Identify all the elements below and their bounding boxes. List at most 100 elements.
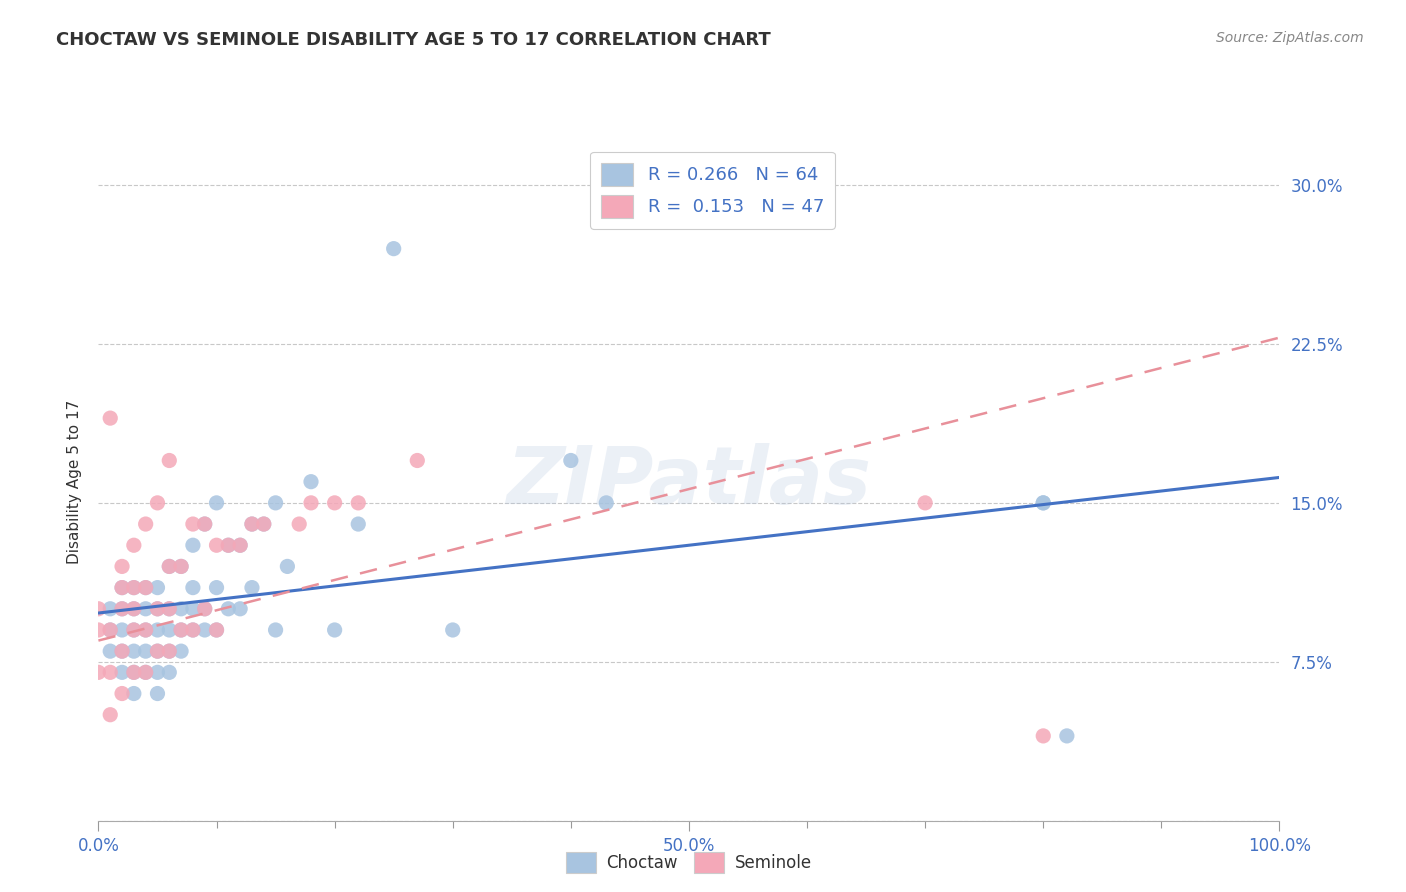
Point [146,496,169,510]
Point [111,644,134,658]
Point [111,687,134,701]
Point [98,411,121,425]
Point [194,602,217,616]
Point [135,665,157,680]
Point [194,623,217,637]
Text: ZIPatlas: ZIPatlas [506,442,872,521]
Point [299,496,322,510]
Point [253,517,276,532]
Point [111,602,134,616]
Point [146,581,169,595]
Point [157,665,180,680]
Point [170,559,193,574]
Point [205,623,228,637]
Point [194,602,217,616]
Point [122,687,145,701]
Point [170,559,193,574]
Point [229,538,252,552]
Point [264,623,287,637]
Point [146,665,169,680]
Point [217,538,239,552]
Point [1032,729,1054,743]
Point [122,623,145,637]
Point [560,453,582,467]
Point [146,687,169,701]
Point [135,517,157,532]
Point [111,623,134,637]
Point [170,602,193,616]
Point [111,602,134,616]
Point [111,644,134,658]
Point [122,623,145,637]
Point [135,581,157,595]
Point [240,517,263,532]
Point [181,623,204,637]
Text: CHOCTAW VS SEMINOLE DISABILITY AGE 5 TO 17 CORRELATION CHART: CHOCTAW VS SEMINOLE DISABILITY AGE 5 TO … [56,31,770,49]
Point [157,644,180,658]
Point [229,538,252,552]
Point [347,496,370,510]
Point [157,644,180,658]
Point [323,496,346,510]
Point [135,602,157,616]
Point [181,581,204,595]
Point [347,517,370,532]
Point [181,602,204,616]
Point [406,453,429,467]
Point [253,517,276,532]
Point [229,602,252,616]
Point [157,602,180,616]
Point [98,707,121,722]
Point [1032,496,1054,510]
Point [135,665,157,680]
Point [98,623,121,637]
Point [441,623,464,637]
Point [157,602,180,616]
Point [1032,496,1054,510]
Point [146,602,169,616]
Point [288,517,311,532]
Point [323,623,346,637]
Point [299,475,322,489]
Point [146,644,169,658]
Point [914,496,936,510]
Point [98,644,121,658]
Point [122,581,145,595]
Point [146,644,169,658]
Text: Source: ZipAtlas.com: Source: ZipAtlas.com [1216,31,1364,45]
Point [122,538,145,552]
Point [122,665,145,680]
Point [146,623,169,637]
Point [205,581,228,595]
Point [205,496,228,510]
Point [135,581,157,595]
Point [111,581,134,595]
Point [181,623,204,637]
Point [146,602,169,616]
Point [87,623,110,637]
Point [170,623,193,637]
Point [98,602,121,616]
Point [217,538,239,552]
Point [122,644,145,658]
Point [157,559,180,574]
Point [135,644,157,658]
Point [135,623,157,637]
Point [122,581,145,595]
Point [122,602,145,616]
Point [205,538,228,552]
Point [264,496,287,510]
Point [122,665,145,680]
Point [181,517,204,532]
Point [1056,729,1078,743]
Point [276,559,298,574]
Point [240,581,263,595]
Point [87,602,110,616]
Point [98,665,121,680]
Point [217,602,239,616]
Point [111,665,134,680]
Point [170,644,193,658]
Point [194,517,217,532]
Point [157,559,180,574]
Point [157,623,180,637]
